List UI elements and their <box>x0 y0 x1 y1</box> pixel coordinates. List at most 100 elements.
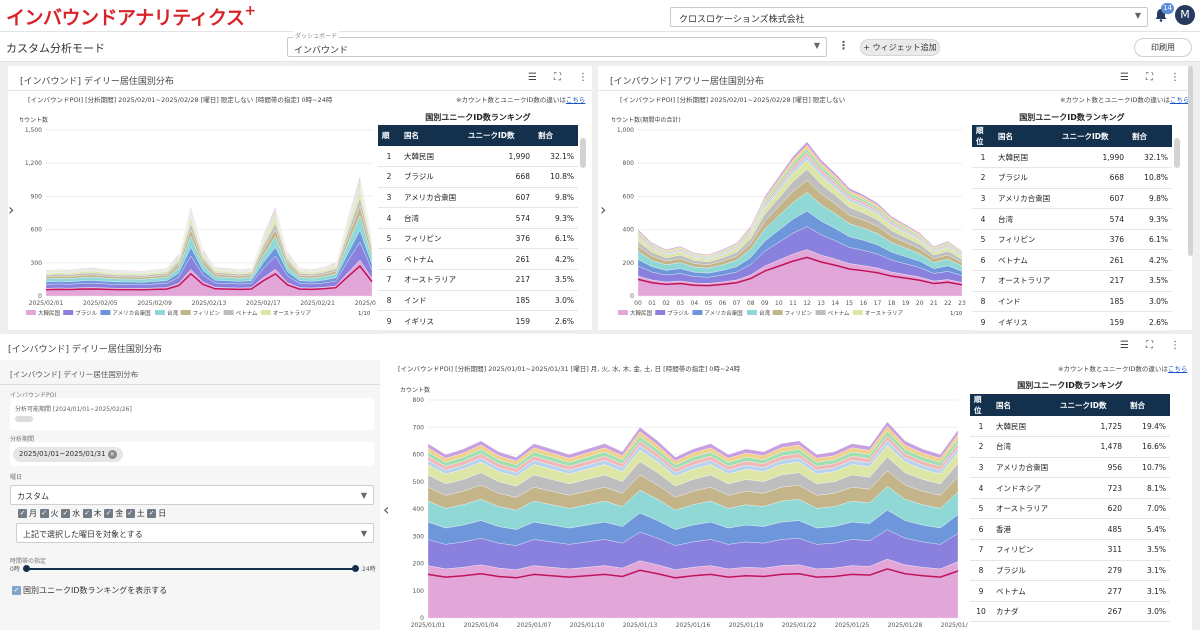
scrollbar[interactable] <box>580 138 586 168</box>
chevron-right-icon[interactable]: › <box>8 200 15 219</box>
close-icon[interactable]: ✕ <box>107 450 117 459</box>
period-chip[interactable]: 2025/01/01~2025/01/31 ✕ <box>13 447 123 462</box>
day-checkbox[interactable]: ✓ 木 <box>82 509 102 518</box>
column-header-name[interactable]: 国名 <box>994 125 1058 147</box>
legend-label: アメリカ合衆国 <box>112 309 151 317</box>
hour-end-label: 24時 <box>362 566 376 573</box>
dashboard-menu-icon[interactable]: ⋮ <box>838 39 849 52</box>
chevron-down-icon: ▼ <box>813 41 820 50</box>
hours-slider-start-handle[interactable] <box>23 565 30 572</box>
day-checkbox[interactable]: ✓ 水 <box>61 509 81 518</box>
cell-name: ベトナム <box>994 249 1058 272</box>
series-area <box>45 176 373 272</box>
column-header-rank[interactable]: 順 <box>378 125 400 146</box>
cell-uid: 261 <box>1058 249 1128 272</box>
panel-title: [インバウンド] デイリー居住国別分布 <box>20 77 174 87</box>
weekday-target-select[interactable]: 上記で選択した曜日を対象とする ▼ <box>16 523 374 543</box>
legend-swatch <box>747 310 757 315</box>
more-icon[interactable]: ⋮ <box>578 72 588 83</box>
weekday-checkboxes: ✓ 月 ✓ 火 ✓ 水 ✓ 木 ✓ 金 ✓ 土 ✓ 日 <box>18 508 166 519</box>
weekday-label: 曜日 <box>10 474 23 481</box>
x-tick-label: 08 <box>747 300 755 307</box>
table-icon[interactable]: ☰ <box>528 72 537 83</box>
table-row: 7 オーストラリア 217 3.5% <box>972 270 1172 292</box>
check-icon: ✓ <box>12 586 21 595</box>
more-icon[interactable]: ⋮ <box>1170 72 1180 83</box>
show-ranking-checkbox[interactable]: ✓ 国別ユニークID数ランキングを表示する <box>12 586 168 595</box>
column-header-uid[interactable]: ユニークID数 <box>1058 125 1128 147</box>
cell-pct: 3.5% <box>1126 539 1170 561</box>
y-tick-label: 300 <box>31 260 43 267</box>
more-icon[interactable]: ⋮ <box>1170 340 1180 351</box>
column-header-rank[interactable]: 順位 <box>970 394 992 416</box>
cell-name: 大韓民国 <box>400 146 464 168</box>
page-scrollbar[interactable] <box>1188 66 1193 256</box>
cell-uid: 279 <box>1056 560 1126 582</box>
series-line <box>427 568 959 579</box>
day-checkbox[interactable]: ✓ 火 <box>39 509 59 518</box>
day-checkbox[interactable]: ✓ 金 <box>104 509 124 518</box>
y-tick-label: 600 <box>413 452 425 459</box>
poi-field[interactable]: 分析可能期間 [2024/01/01~2025/02/26] <box>10 398 374 430</box>
legend-label: ブラジル <box>75 309 97 317</box>
table-row: 2 ブラジル 668 10.8% <box>972 167 1172 189</box>
cell-pct: 3.1% <box>1126 560 1170 582</box>
x-tick-label: 21 <box>930 300 938 307</box>
x-tick-label: 2025/02/01 <box>29 300 64 307</box>
column-header-name[interactable]: 国名 <box>400 125 464 146</box>
cell-rank: 2 <box>970 436 992 458</box>
column-header-uid[interactable]: ユニークID数 <box>464 125 534 146</box>
table-row: 7 オーストラリア 217 3.5% <box>378 269 578 291</box>
y-tick-label: 200 <box>413 561 425 568</box>
column-header-pct[interactable]: 割合 <box>1128 125 1172 147</box>
print-button[interactable]: 印刷用 <box>1134 38 1192 57</box>
panel-title: [インバウンド] デイリー居住国別分布 <box>8 345 162 355</box>
x-tick-label: 2025/01/04 <box>464 622 499 629</box>
chevron-right-icon[interactable]: › <box>600 200 607 219</box>
cell-rank: 4 <box>970 477 992 499</box>
note-link[interactable]: こちら <box>1169 96 1190 104</box>
period-field[interactable]: 2025/01/01~2025/01/31 ✕ <box>10 442 374 466</box>
column-header-rank[interactable]: 順位 <box>972 125 994 147</box>
page-title: カスタム分析モード <box>6 42 105 55</box>
cell-uid: 267 <box>1056 601 1126 623</box>
cell-rank: 4 <box>972 208 994 230</box>
fullscreen-icon[interactable]: ⛶ <box>1146 340 1153 351</box>
note-link[interactable]: こちら <box>1167 365 1188 373</box>
table-icon[interactable]: ☰ <box>1120 72 1129 83</box>
column-header-uid[interactable]: ユニークID数 <box>1056 394 1126 416</box>
hours-slider-end-handle[interactable] <box>352 565 359 572</box>
check-icon: ✓ <box>104 509 114 518</box>
y-tick-label: 600 <box>623 193 635 200</box>
dashboard-select[interactable]: ダッシュボード インバウンド ▼ <box>287 31 827 57</box>
cell-uid: 1,990 <box>1058 147 1128 169</box>
table-icon[interactable]: ☰ <box>1120 340 1129 351</box>
add-widget-button[interactable]: + ウィジェット追加 <box>860 39 940 56</box>
column-header-pct[interactable]: 割合 <box>1126 394 1170 416</box>
fullscreen-icon[interactable]: ⛶ <box>554 72 561 83</box>
notification-badge: 14 <box>1161 3 1174 14</box>
y-tick-label: 300 <box>413 533 425 540</box>
legend-swatch <box>815 310 826 315</box>
column-header-pct[interactable]: 割合 <box>534 125 578 146</box>
app-logo[interactable]: インバウンドアナリティクス+ <box>6 2 256 29</box>
fullscreen-icon[interactable]: ⛶ <box>1146 72 1153 83</box>
avatar[interactable]: M <box>1175 5 1195 25</box>
cell-rank: 8 <box>970 560 992 582</box>
cell-pct: 4.2% <box>1128 249 1172 272</box>
day-checkbox[interactable]: ✓ 月 <box>18 509 37 518</box>
chevron-left-icon[interactable]: ‹ <box>383 500 390 519</box>
hours-slider-track[interactable] <box>27 568 355 570</box>
cell-rank: 3 <box>972 188 994 210</box>
cell-uid: 217 <box>1058 270 1128 292</box>
scrollbar[interactable] <box>1174 138 1180 168</box>
sub-bar: カスタム分析モード ダッシュボード インバウンド ▼ ⋮ + ウィジェット追加 … <box>0 31 1200 62</box>
column-header-name[interactable]: 国名 <box>992 394 1056 416</box>
day-checkbox[interactable]: ✓ 日 <box>147 509 167 518</box>
x-tick-label: 13 <box>817 300 825 307</box>
company-select[interactable]: クロスロケーションズ株式会社 ▼ <box>670 7 1148 27</box>
cell-name: インドネシア <box>992 477 1056 499</box>
weekday-mode-select[interactable]: カスタム ▼ <box>10 485 374 505</box>
note-link[interactable]: こちら <box>565 96 586 104</box>
day-checkbox[interactable]: ✓ 土 <box>125 509 145 518</box>
